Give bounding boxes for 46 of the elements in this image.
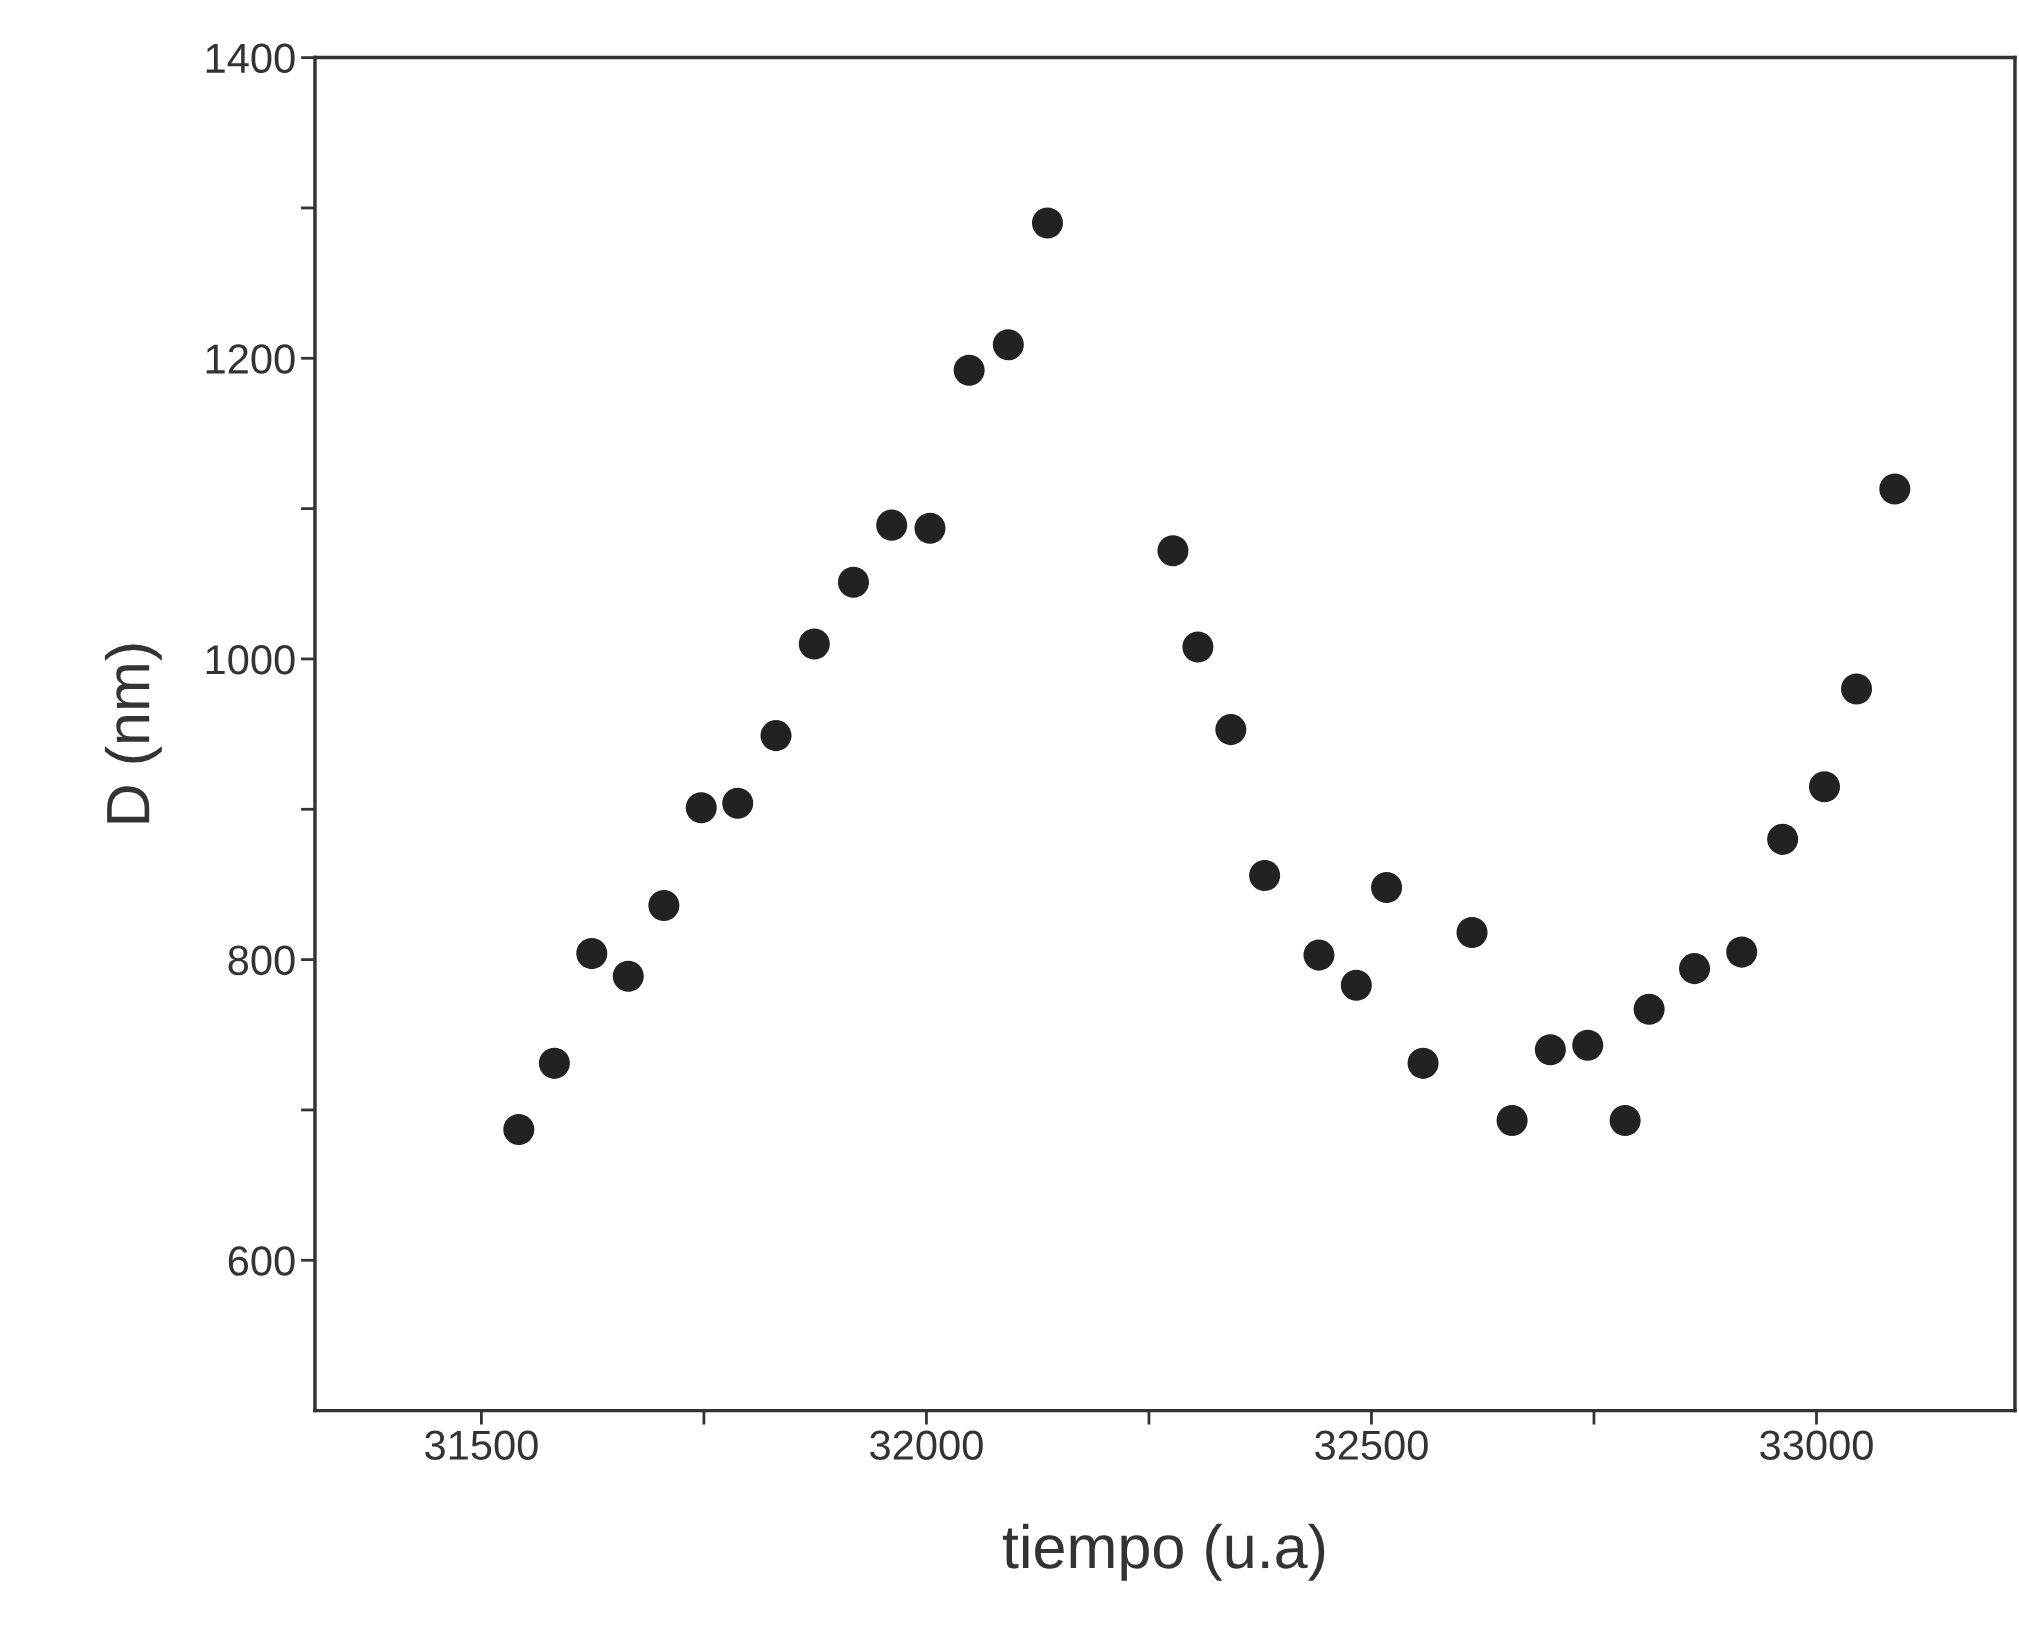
point [1609,1104,1641,1136]
point [648,889,680,922]
point [1726,936,1758,968]
x-tick-label: 31500 [425,1430,538,1460]
point [1031,207,1063,239]
point [1303,939,1335,971]
y-axis-title: D (nm) [104,644,162,823]
y-tick-label: 600 [228,1246,295,1276]
point [1633,993,1665,1025]
y-tick-label: 800 [228,945,295,976]
point [914,512,946,544]
point [1407,1047,1439,1079]
point [953,354,985,386]
point [1215,714,1247,746]
point [1157,535,1189,567]
point [1534,1034,1566,1066]
point [1182,631,1214,663]
point [722,787,754,819]
point [1679,953,1711,985]
point [1371,871,1403,903]
x-tick-label: 32000 [870,1430,983,1460]
x-tick-label: 33000 [1760,1430,1873,1460]
point [1496,1104,1528,1136]
point [1572,1029,1604,1061]
point [1879,473,1911,505]
y-tick-label: 1400 [206,43,295,74]
point [1340,969,1372,1001]
point [760,720,792,752]
point [612,960,644,992]
y-tick-label: 1200 [206,344,295,374]
point [798,628,830,660]
y-tick-label: 1000 [206,644,295,675]
point [837,566,869,598]
point [1249,859,1281,891]
point [538,1047,570,1079]
point [876,509,908,541]
point [503,1113,535,1146]
x-axis-title: tiempo (u.a) [1002,1523,1325,1581]
point [1841,673,1873,705]
point [1808,771,1841,803]
point [1767,823,1799,855]
x-tick-label: 32500 [1315,1430,1428,1460]
point [992,329,1024,361]
point [685,792,717,824]
point [576,938,608,970]
point [1456,917,1488,949]
